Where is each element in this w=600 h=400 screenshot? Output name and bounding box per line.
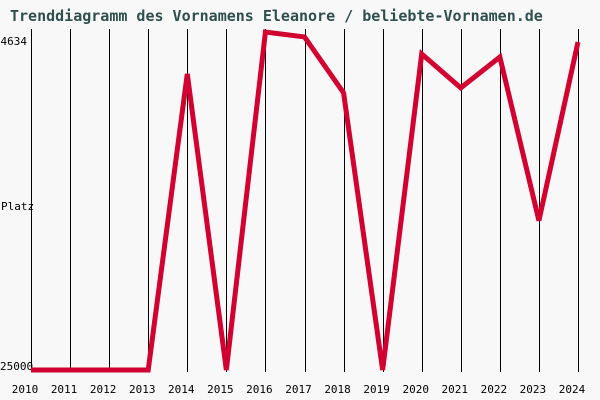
x-tick-label: 2024	[558, 383, 586, 396]
y-axis-bottom-tick-label: 25000	[0, 360, 34, 373]
y-axis-title: Platz	[1, 200, 35, 213]
x-tick-label: 2011	[50, 383, 78, 396]
x-tick-label: 2022	[480, 383, 508, 396]
x-tick-label: 2015	[207, 383, 234, 396]
chart-title: Trenddiagramm des Vornamens Eleanore / b…	[10, 7, 543, 25]
x-tick-label: 2023	[519, 383, 547, 396]
x-tick-label: 2021	[441, 383, 469, 396]
trend-line	[31, 29, 581, 373]
x-tick-label: 2012	[89, 383, 117, 396]
x-tick-label: 2013	[128, 383, 156, 396]
x-tick-label: 2016	[246, 383, 273, 396]
x-tick-label: 2014	[168, 383, 195, 396]
y-axis-top-tick-label: 4634	[0, 35, 28, 48]
x-tick-label: 2017	[285, 383, 312, 396]
x-tick-label: 2018	[324, 383, 351, 396]
x-tick-label: 2010	[11, 383, 39, 396]
x-tick-label: 2019	[363, 383, 390, 396]
x-tick-label: 2020	[402, 383, 429, 396]
